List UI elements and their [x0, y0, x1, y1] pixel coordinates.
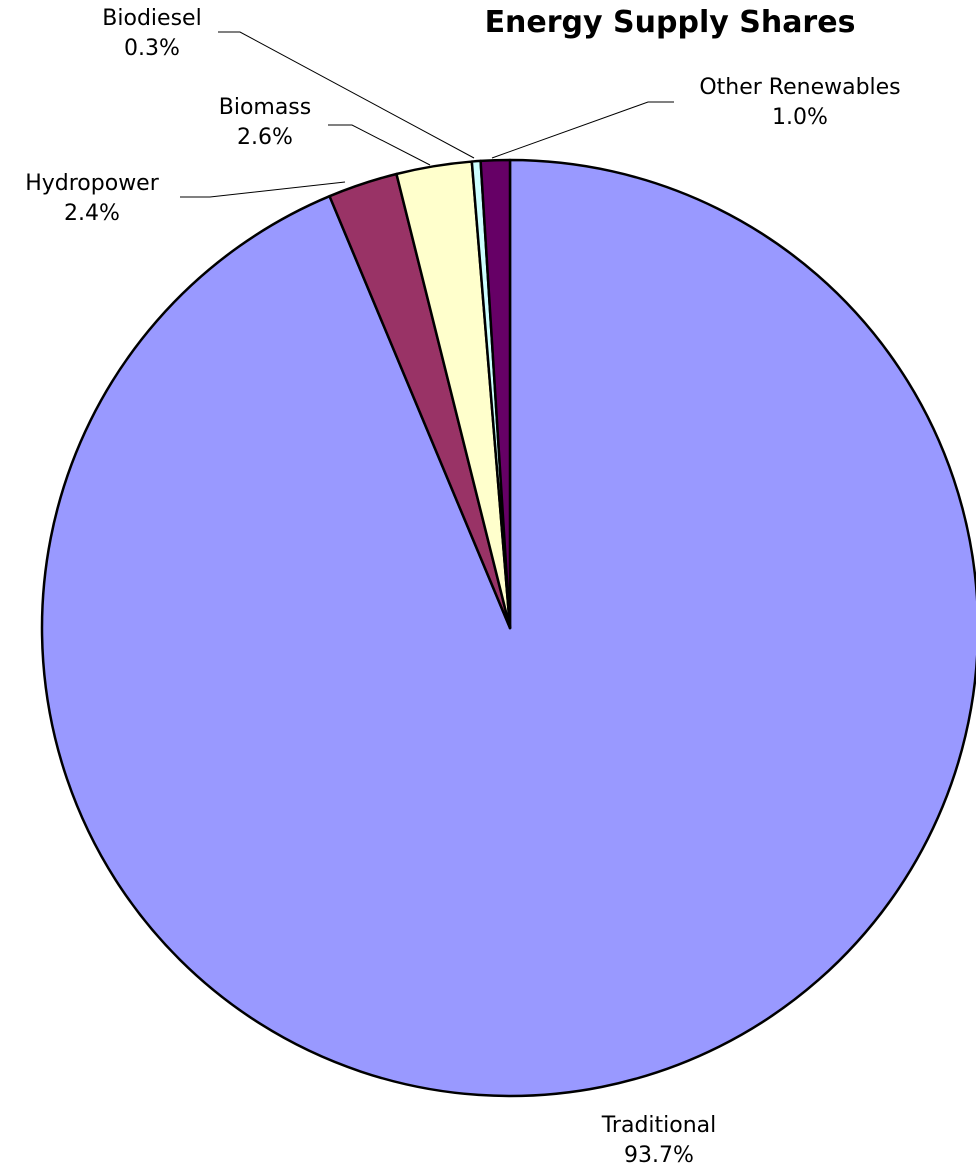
pie-slice-other-renewables [479, 158, 512, 630]
slice-label-traditional: Traditional [601, 1113, 717, 1138]
leader-line-hydropower [180, 181, 346, 198]
slice-label-biodiesel: Biodiesel [102, 6, 201, 31]
leader-lines [180, 31, 674, 198]
leader-line-other-renewables [491, 101, 674, 159]
slice-value-label-other-renewables: 1.0% [772, 105, 828, 130]
leader-line-biomass [328, 124, 431, 166]
slice-label-hydropower: Hydropower [25, 171, 160, 196]
slice-value-label-hydropower: 2.4% [64, 201, 120, 226]
slice-value-label-biomass: 2.6% [237, 125, 293, 150]
slice-label-other-renewables: Other Renewables [699, 75, 900, 100]
slice-value-label-biodiesel: 0.3% [124, 36, 180, 61]
slice-label-biomass: Biomass [219, 95, 312, 120]
chart-title: Energy Supply Shares [485, 5, 856, 40]
pie-slices [40, 158, 976, 1098]
leader-line-biodiesel [218, 31, 475, 159]
slice-value-label-traditional: 93.7% [624, 1143, 694, 1168]
slice-labels: Traditional 93.7% Hydropower 2.4% Biomass 2.6… [25, 6, 900, 1168]
